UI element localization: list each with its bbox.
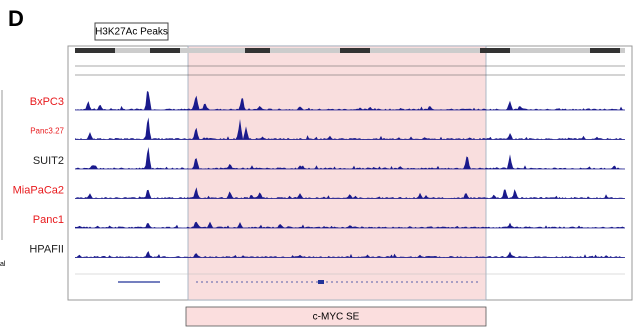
ideogram-band xyxy=(75,48,115,53)
region-label: c-MYC SE xyxy=(313,312,360,323)
track-label: HPAFII xyxy=(29,243,64,255)
ideogram-band xyxy=(150,48,180,53)
ideogram-band xyxy=(590,48,620,53)
highlight-region xyxy=(188,46,486,300)
side-text: al xyxy=(0,261,6,268)
ideogram-band xyxy=(480,48,510,53)
panel-label: D xyxy=(8,6,24,31)
track-label: MiaPaCa2 xyxy=(13,184,64,196)
track-label: Panc1 xyxy=(33,214,64,226)
track-label: BxPC3 xyxy=(30,96,64,108)
figure: D H3K27Ac Peaks al c-MYC SE BxPC3 Panc3.2… xyxy=(0,0,639,329)
ideogram-band xyxy=(245,48,270,53)
track-label: Panc3.27 xyxy=(30,127,64,136)
ideogram-band xyxy=(340,48,370,53)
track-label: SUIT2 xyxy=(33,155,64,167)
title: H3K27Ac Peaks xyxy=(95,27,168,38)
gene-exon xyxy=(318,280,324,284)
